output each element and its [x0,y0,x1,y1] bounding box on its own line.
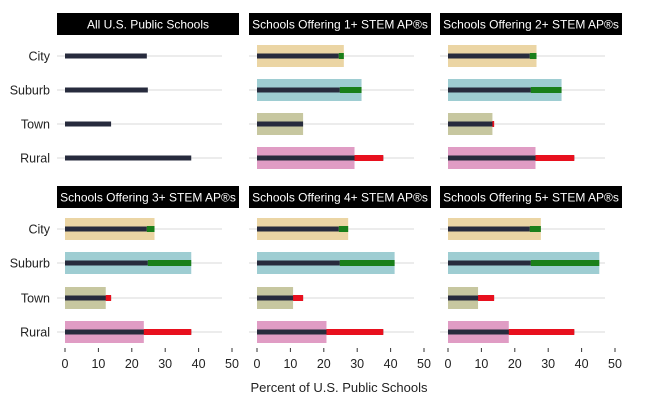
x-tick-label: 10 [283,357,297,371]
bar-suburb-reference [448,87,531,93]
panel-title-strip [249,186,431,208]
panel-title: Schools Offering 2+ STEM AP®s [443,18,619,32]
bar-city-excess [529,53,537,59]
bar-city-excess [146,226,155,232]
bar-town-deficit [478,295,495,301]
category-label: Suburb [10,84,50,98]
panel-title-strip [57,186,239,208]
bar-town-reference [448,121,495,127]
bar-city-reference [65,226,147,232]
bar-suburb-reference [448,260,531,266]
bar-rural-deficit [508,329,575,335]
panel-title: Schools Offering 4+ STEM AP®s [252,191,428,205]
x-tick-label: 20 [317,357,331,371]
category-label: Rural [20,326,50,340]
panel: Schools Offering 3+ STEM AP®s City Suburb T… [10,186,239,371]
bar-town-deficit [105,295,112,301]
bar-rural-deficit [354,155,384,161]
panel-title: Schools Offering 1+ STEM AP®s [252,18,428,32]
x-tick-label: 40 [192,357,206,371]
bar-rural-reference [448,155,575,161]
bar-suburb-excess [147,260,192,266]
bar-town-reference [257,295,304,301]
category-label: Suburb [10,257,50,271]
x-tick-label: 30 [158,357,172,371]
bar-city-reference [257,53,339,59]
x-tick-label: 50 [417,357,431,371]
bar-rural-deficit [143,329,192,335]
bar-city-excess [338,226,349,232]
x-tick-label: 0 [254,357,261,371]
bar-rural-deficit [326,329,384,335]
bar-rural-reference [257,155,384,161]
bar-suburb-excess [530,87,562,93]
panel-title: Schools Offering 3+ STEM AP®s [60,191,236,205]
bar-city-excess [529,226,541,232]
bar-town-reference [257,121,304,127]
category-label: City [28,223,50,237]
chart-panels: All U.S. Public Schools City Suburb Town Rur… [10,13,622,371]
bar-town-reference [65,295,112,301]
panel: Schools Offering 2+ STEM AP®s [440,13,622,169]
bar-city-reference [257,226,339,232]
x-tick-label: 50 [225,357,239,371]
x-tick-label: 50 [608,357,622,371]
x-tick-label: 40 [384,357,398,371]
category-label: Town [21,118,50,132]
panel-title: Schools Offering 5+ STEM AP®s [443,191,619,205]
x-tick-label: 20 [508,357,522,371]
x-tick-label: 20 [125,357,139,371]
bar-rural-reference [65,155,192,161]
panel-title: All U.S. Public Schools [87,18,209,32]
bar-city-reference [448,226,530,232]
bar-city-excess [338,53,344,59]
x-tick-label: 30 [541,357,555,371]
category-label: Town [21,292,50,306]
panel-title-strip [57,13,239,35]
bar-suburb-excess [339,87,362,93]
bar-suburb-reference [257,87,340,93]
bar-rural-reference [257,329,384,335]
panel-title-strip [249,13,431,35]
bar-suburb-excess [339,260,395,266]
x-tick-label: 30 [350,357,364,371]
bar-town-deficit [293,295,304,301]
bar-suburb-excess [530,260,600,266]
bar-suburb-reference [257,260,340,266]
panel-title-strip [440,186,622,208]
panel: All U.S. Public Schools City Suburb Town Rur… [10,13,239,166]
bar-town-reference [65,121,112,127]
x-tick-label: 10 [91,357,105,371]
x-axis-label: Percent of U.S. Public Schools [250,380,428,395]
bar-suburb-reference [65,87,148,93]
bar-rural-deficit [535,155,575,161]
x-tick-label: 40 [575,357,589,371]
panel: Schools Offering 4+ STEM AP®s 0 10 20 30 40 50 [249,186,431,371]
x-tick-label: 0 [445,357,452,371]
panel: Schools Offering 5+ STEM AP®s 0 10 20 30 40 50 [440,186,622,371]
bar-suburb-reference [65,260,148,266]
panel: Schools Offering 1+ STEM AP®s [249,13,431,169]
category-label: Rural [20,152,50,166]
panel-title-strip [440,13,622,35]
bar-city-reference [448,53,530,59]
x-tick-label: 0 [62,357,69,371]
category-label: City [28,50,50,64]
bar-city-reference [65,53,147,59]
bar-rural-reference [65,329,192,335]
bar-town-deficit [492,121,495,127]
bar-town-reference [448,295,495,301]
x-tick-label: 10 [474,357,488,371]
